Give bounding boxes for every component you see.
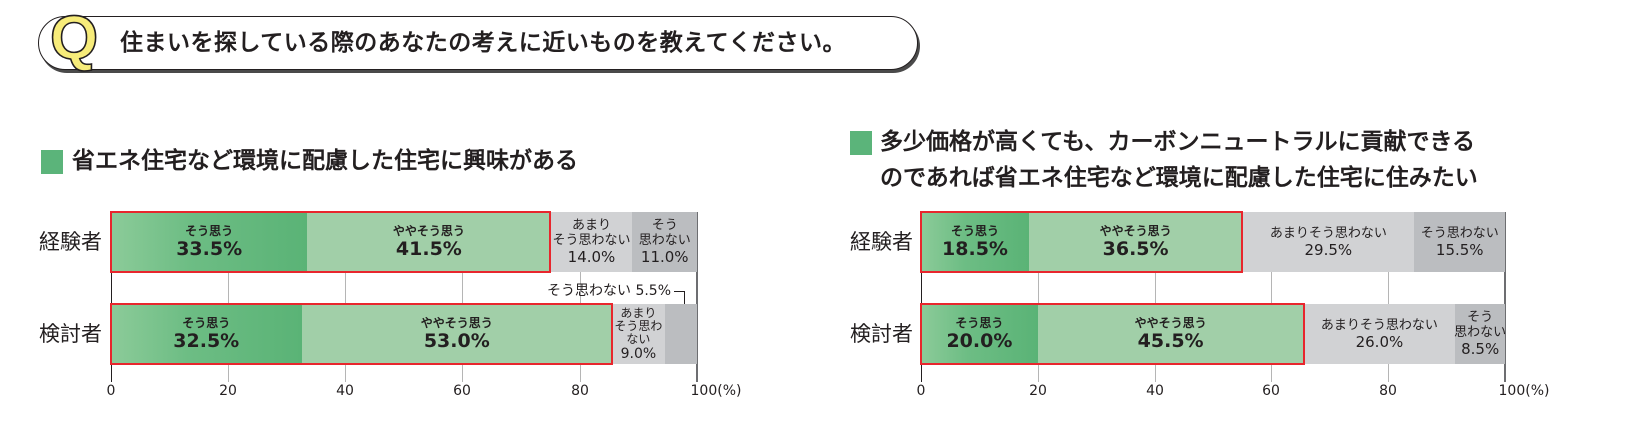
row-label-experienced: 経験者 bbox=[850, 230, 913, 254]
segment-value: 15.5% bbox=[1435, 240, 1484, 259]
question-banner bbox=[38, 16, 918, 70]
bar-considering: そう思う 32.5% ややそう思う 53.0% あまり そう思わ ない 9.0% bbox=[111, 304, 697, 364]
segment-strongly-agree: そう思う 32.5% bbox=[111, 304, 302, 364]
tick-label: 100(%) bbox=[690, 383, 742, 399]
segment-value: 32.5% bbox=[173, 330, 240, 352]
highlight-box bbox=[110, 303, 613, 365]
segment-somewhat-agree: ややそう思う 45.5% bbox=[1037, 304, 1304, 364]
bar-experienced: そう思う 33.5% ややそう思う 41.5% あまり そう思わない 14.0%… bbox=[111, 212, 697, 272]
chart-title-line-2: のであれば省エネ住宅など環境に配慮した住宅に住みたい bbox=[880, 165, 1478, 191]
segment-label: そう思わない bbox=[552, 233, 631, 248]
segment-somewhat-disagree: あまり そう思わない 14.0% bbox=[550, 212, 633, 272]
tick-label: 40 bbox=[1146, 383, 1164, 399]
segment-label: そう思う bbox=[182, 316, 231, 330]
highlight-box bbox=[920, 303, 1305, 365]
segment-value: 29.5% bbox=[1304, 240, 1353, 259]
segment-value: 36.5% bbox=[1102, 238, 1169, 260]
segment-value: 20.0% bbox=[946, 330, 1013, 352]
row-label-considering: 検討者 bbox=[850, 322, 913, 346]
segment-disagree: そう 思わない 8.5% bbox=[1454, 304, 1507, 364]
callout-leader-h bbox=[674, 291, 684, 292]
segment-somewhat-disagree: あまりそう思わない 26.0% bbox=[1303, 304, 1456, 364]
segment-label: 思わない bbox=[638, 233, 691, 248]
q-icon: Q bbox=[49, 4, 99, 73]
segment-label: あまりそう思わない bbox=[1320, 317, 1438, 333]
segment-label: そう思わ bbox=[614, 318, 663, 333]
segment-disagree: そう 思わない 11.0% bbox=[632, 212, 697, 272]
question-text: 住まいを探している際のあなたの考えに近いものを教えてください。 bbox=[120, 30, 846, 56]
segment-value: 11.0% bbox=[640, 248, 689, 266]
row-label-considering: 検討者 bbox=[39, 322, 102, 346]
gridline-80 bbox=[580, 212, 581, 382]
tick-label: 60 bbox=[1262, 383, 1280, 399]
tick-label: 20 bbox=[1029, 383, 1047, 399]
segment-strongly-agree: そう思う 33.5% bbox=[111, 212, 308, 272]
segment-label: そう思う bbox=[955, 316, 1004, 330]
gridline-0 bbox=[921, 212, 922, 382]
chart-title: 省エネ住宅など環境に配慮した住宅に興味がある bbox=[72, 148, 578, 174]
segment-value: 41.5% bbox=[395, 238, 462, 260]
callout-leader-v bbox=[684, 291, 685, 307]
gridline-100 bbox=[696, 212, 698, 382]
segment-value: 9.0% bbox=[620, 345, 657, 362]
gridline-20 bbox=[228, 212, 229, 382]
segment-label: そう bbox=[1467, 310, 1494, 325]
segment-label: ない bbox=[626, 331, 651, 346]
legend-square-icon bbox=[850, 131, 872, 155]
segment-label: ややそう思う bbox=[1134, 316, 1207, 330]
row-label-experienced: 経験者 bbox=[39, 230, 102, 254]
tick-label: 0 bbox=[106, 383, 116, 399]
segment-somewhat-agree: ややそう思う 41.5% bbox=[307, 212, 551, 272]
legend-square-icon bbox=[41, 150, 63, 174]
segment-somewhat-agree: ややそう思う 53.0% bbox=[301, 304, 613, 364]
highlight-box bbox=[110, 211, 551, 273]
segment-value: 8.5% bbox=[1461, 340, 1500, 358]
tick-label: 0 bbox=[916, 383, 926, 399]
gridline-60 bbox=[1271, 212, 1272, 382]
segment-label: ややそう思う bbox=[392, 224, 465, 238]
segment-label: そう思う bbox=[950, 224, 999, 238]
tick-label: 100(%) bbox=[1498, 383, 1550, 399]
segment-value: 33.5% bbox=[176, 238, 243, 260]
gridline-20 bbox=[1038, 212, 1039, 382]
segment-label: そう思う bbox=[185, 224, 234, 238]
segment-label: ややそう思う bbox=[420, 316, 493, 330]
segment-value: 14.0% bbox=[567, 248, 616, 266]
segment-somewhat-agree: ややそう思う 36.5% bbox=[1029, 212, 1243, 272]
gridline-40 bbox=[1155, 212, 1156, 382]
segment-label: そう思わない bbox=[1420, 225, 1499, 241]
bar-considering: そう思う 20.0% ややそう思う 45.5% あまりそう思わない 26.0% … bbox=[921, 304, 1507, 364]
segment-label: ややそう思う bbox=[1099, 224, 1172, 238]
segment-strongly-agree: そう思う 18.5% bbox=[921, 212, 1029, 272]
segment-label: 思わない bbox=[1454, 325, 1507, 340]
segment-label: あまりそう思わない bbox=[1269, 225, 1387, 241]
gridline-60 bbox=[462, 212, 463, 382]
segment-disagree bbox=[664, 304, 697, 364]
segment-somewhat-disagree: あまり そう思わ ない 9.0% bbox=[612, 304, 665, 364]
segment-value: 26.0% bbox=[1355, 332, 1404, 351]
chart-title-line-1: 多少価格が高くても、カーボンニュートラルに貢献できる bbox=[880, 129, 1476, 155]
gridline-80 bbox=[1388, 212, 1389, 382]
segment-label: そう bbox=[651, 218, 678, 233]
callout-disagree: そう思わない 5.5% bbox=[547, 283, 672, 299]
tick-label: 40 bbox=[336, 383, 354, 399]
gridline-0 bbox=[111, 212, 112, 382]
gridline-40 bbox=[345, 212, 346, 382]
tick-label: 20 bbox=[219, 383, 237, 399]
segment-value: 18.5% bbox=[942, 238, 1008, 260]
segment-label: あまり bbox=[571, 218, 611, 233]
segment-disagree: そう思わない 15.5% bbox=[1414, 212, 1505, 272]
highlight-box bbox=[920, 211, 1243, 273]
segment-value: 53.0% bbox=[423, 330, 490, 352]
segment-strongly-agree: そう思う 20.0% bbox=[921, 304, 1038, 364]
bar-experienced: そう思う 18.5% ややそう思う 36.5% あまりそう思わない 29.5% … bbox=[921, 212, 1505, 272]
tick-label: 80 bbox=[1379, 383, 1397, 399]
tick-label: 60 bbox=[453, 383, 471, 399]
tick-label: 80 bbox=[571, 383, 589, 399]
segment-value: 45.5% bbox=[1137, 330, 1204, 352]
segment-label: あまり bbox=[620, 305, 657, 320]
segment-somewhat-disagree: あまりそう思わない 29.5% bbox=[1242, 212, 1415, 272]
gridline-100 bbox=[1504, 212, 1506, 382]
